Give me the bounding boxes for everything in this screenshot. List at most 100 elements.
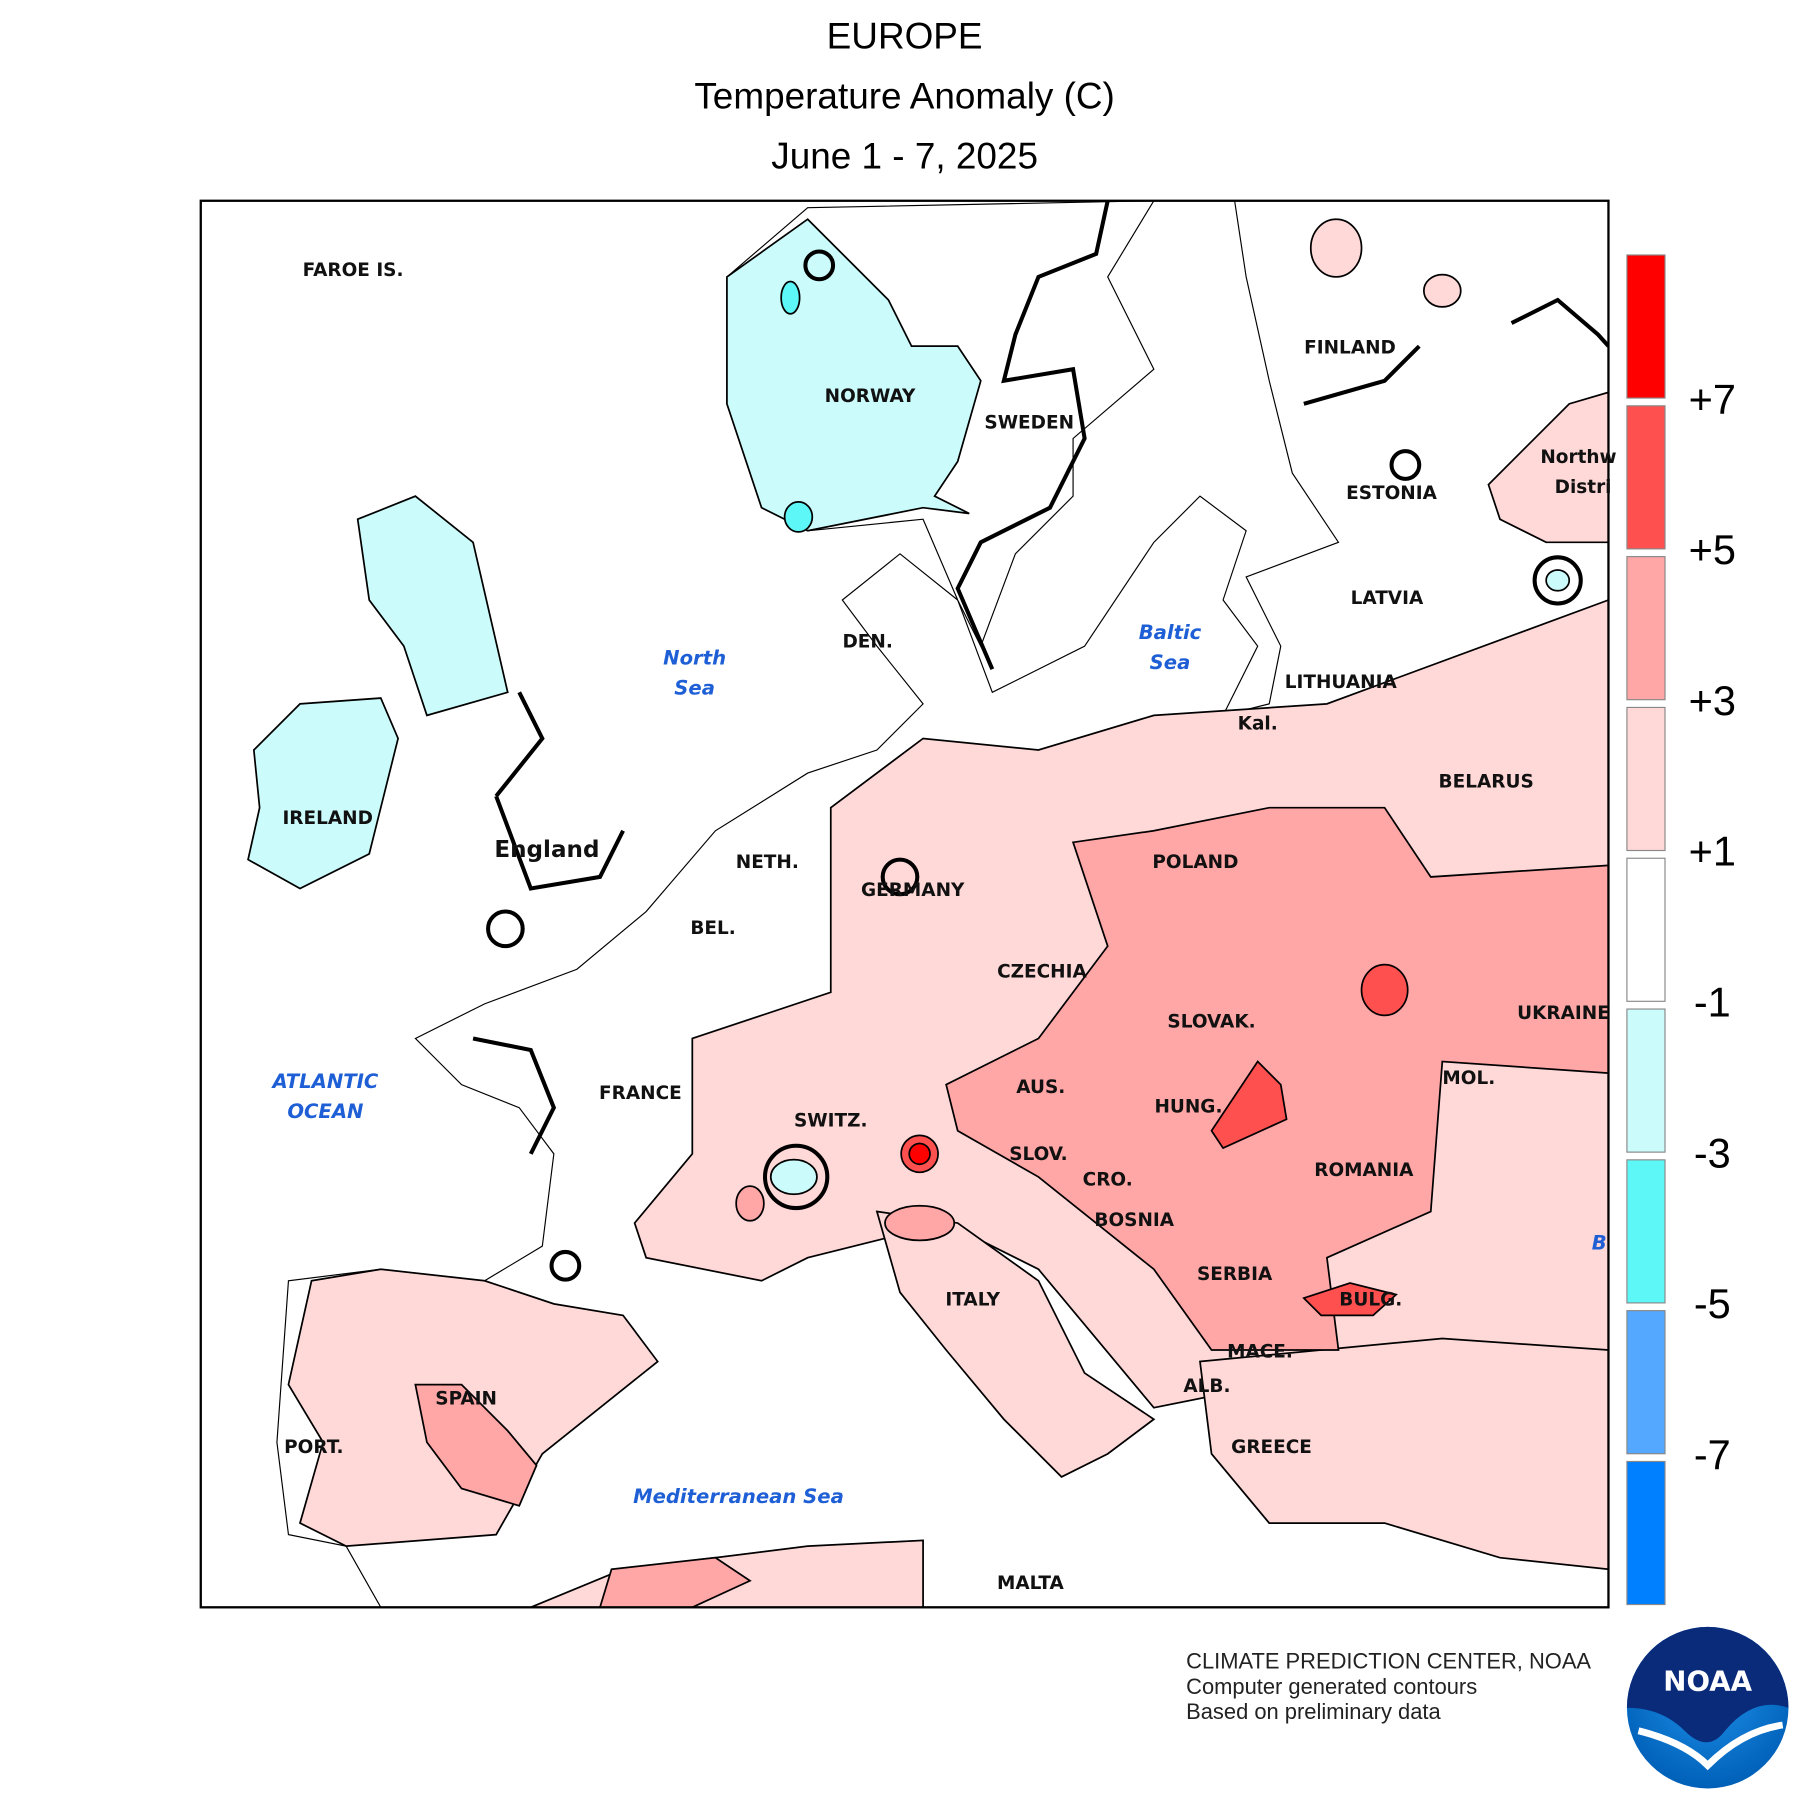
country-label: UKRAINE: [1517, 1003, 1610, 1024]
country-label: BEL.: [690, 918, 735, 939]
anomaly-area: [1545, 569, 1571, 592]
anomaly-area: [780, 280, 801, 315]
colorbar-box: [1626, 1159, 1666, 1304]
country-label: SPAIN: [435, 1389, 497, 1410]
country-label: FRANCE: [599, 1083, 682, 1104]
country-label: LITHUANIA: [1285, 672, 1398, 693]
country-label: England: [494, 837, 599, 863]
country-label: ALB.: [1183, 1376, 1230, 1397]
country-label: ROMANIA: [1314, 1160, 1414, 1181]
colorbar-tick-label: -1: [1694, 979, 1731, 1026]
country-label: HUNG.: [1154, 1097, 1222, 1118]
sea-label: Sea: [1150, 651, 1191, 674]
anomaly-area: [1302, 1282, 1398, 1317]
colorbar-box: [1626, 1460, 1666, 1606]
country-label: MOL.: [1442, 1068, 1495, 1089]
country-label: BELARUS: [1439, 771, 1534, 792]
anomaly-area: [884, 1204, 956, 1242]
credit: Computer generated contours: [1186, 1674, 1477, 1699]
country-label: BOSNIA: [1094, 1210, 1174, 1231]
colorbar-tick-label: +5: [1689, 526, 1736, 573]
anomaly-area: [1210, 1060, 1288, 1150]
country-label: SLOVAK.: [1167, 1011, 1255, 1032]
anomaly-area: [945, 806, 1609, 1351]
sea-label: OCEAN: [287, 1100, 363, 1123]
country-label: GREECE: [1231, 1437, 1312, 1458]
logo-top: [1626, 1626, 1789, 1743]
map: [200, 200, 1609, 1608]
anomaly-area: [1199, 1337, 1609, 1571]
anomaly-area: [599, 1556, 752, 1608]
country-label: FINLAND: [1304, 337, 1396, 358]
zero-contour: [803, 249, 836, 282]
country-label: POLAND: [1152, 852, 1238, 873]
country-label: SWEDEN: [984, 412, 1074, 433]
country-label: SWITZ.: [794, 1111, 868, 1132]
anomaly-area: [735, 1185, 765, 1222]
period: June 1 - 7, 2025: [771, 135, 1038, 176]
country-label: Kal.: [1238, 714, 1278, 735]
country-label: CRO.: [1083, 1169, 1133, 1190]
anomaly-area: [875, 1210, 1156, 1478]
subtitle: Temperature Anomaly (C): [694, 75, 1114, 116]
country-label: BULG.: [1339, 1289, 1402, 1310]
zero-contour: [762, 1143, 830, 1211]
colorbar-box: [1626, 1310, 1666, 1455]
country-label: Distri: [1555, 477, 1612, 498]
country-label: DEN.: [842, 632, 892, 653]
anomaly-area: [908, 1142, 931, 1166]
anomaly-area: [356, 495, 509, 717]
credit: Based on preliminary data: [1186, 1699, 1441, 1724]
logo-bird: [1637, 1721, 1784, 1771]
country-label: MALTA: [997, 1573, 1065, 1594]
anomaly-area: [1422, 273, 1462, 308]
sea-label: Baltic: [1139, 621, 1202, 644]
anomaly-area: [247, 697, 399, 890]
country-label: GERMANY: [861, 880, 965, 901]
colorbar-tick-label: -5: [1694, 1280, 1731, 1327]
country-label: SERBIA: [1197, 1264, 1273, 1285]
sea-label: North: [663, 646, 726, 669]
anomaly-area: [1487, 391, 1609, 544]
country-label: ESTONIA: [1346, 483, 1437, 504]
zero-contour: [880, 857, 920, 897]
zero-contour: [1532, 555, 1583, 606]
colorbar-box: [1626, 556, 1666, 701]
zero-contour: [955, 200, 1110, 671]
colorbar-tick-label: +3: [1689, 677, 1736, 724]
colorbar-tick-label: +1: [1689, 828, 1736, 875]
country-label: FAROE IS.: [303, 260, 404, 281]
anomaly-area: [414, 1383, 538, 1507]
sea-label: Mediterranean Sea: [633, 1485, 844, 1508]
anomaly-area: [783, 501, 814, 533]
country-label: NORWAY: [825, 386, 916, 407]
country-label: IRELAND: [282, 808, 372, 829]
colorbar-tick-label: -7: [1694, 1431, 1731, 1478]
colorbar-tick-label: -3: [1694, 1129, 1731, 1176]
colorbar: +7 +5 +3 +1 -1 -3 -5 -7: [1626, 254, 1736, 1606]
country-label: ITALY: [945, 1289, 1000, 1310]
country-label: LATVIA: [1351, 588, 1424, 609]
sea-label: Sea: [674, 676, 715, 699]
noaa-logo: NOAA: [1626, 1626, 1789, 1789]
colorbar-box: [1626, 706, 1666, 852]
colorbar-box: [1626, 1008, 1666, 1153]
zero-contour: [472, 1036, 557, 1155]
sea-label: B: [1592, 1231, 1607, 1254]
anomaly-area: [1360, 963, 1409, 1017]
zero-contour: [486, 909, 525, 949]
colorbar-box: [1626, 857, 1666, 1002]
colorbar-tick-label: +7: [1689, 375, 1736, 422]
country-label: AUS.: [1016, 1077, 1065, 1098]
sea-label: ATLANTIC: [270, 1070, 378, 1093]
map-labels: FAROE IS. NORWAY SWEDEN FINLAND ESTONIA LATVI…: [270, 260, 1616, 1594]
zero-contour: [1303, 344, 1421, 406]
colorbar-box: [1626, 254, 1666, 399]
country-label: CZECHIA: [997, 962, 1087, 983]
anomaly-area: [769, 1158, 818, 1196]
credit: CLIMATE PREDICTION CENTER, NOAA: [1186, 1648, 1591, 1673]
zero-contour: [549, 1249, 582, 1282]
country-label: NETH.: [736, 852, 799, 873]
anomaly-area: [1309, 218, 1363, 278]
